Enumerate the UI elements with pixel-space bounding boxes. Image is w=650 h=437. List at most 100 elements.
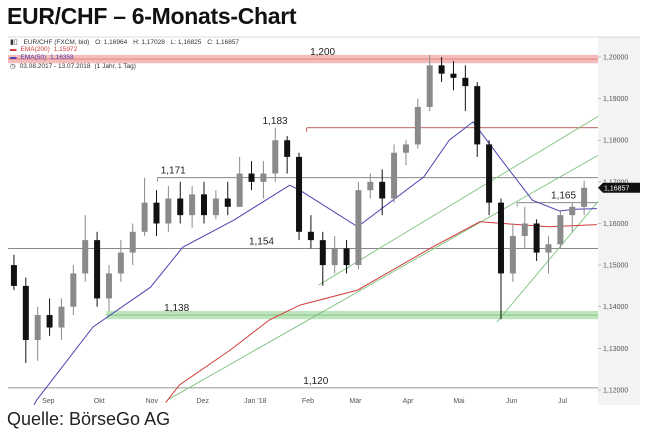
- candle: [117, 240, 124, 282]
- candle-body: [105, 273, 112, 299]
- level-label: 1,200: [310, 47, 335, 58]
- candle-body: [379, 181, 386, 199]
- legend-low: L: 1,16825: [170, 39, 202, 46]
- candle: [189, 186, 196, 228]
- candle-body: [296, 156, 303, 232]
- candle: [284, 136, 291, 174]
- candle: [272, 127, 279, 182]
- candle: [70, 265, 77, 316]
- candle: [141, 177, 148, 236]
- candle: [165, 186, 172, 232]
- candle: [379, 169, 386, 216]
- ema200-swatch-icon: ▬: [10, 46, 17, 53]
- candle: [224, 181, 231, 216]
- y-tick-label: 1,20000: [603, 55, 628, 62]
- candle-body: [450, 73, 457, 78]
- candle: [260, 161, 267, 199]
- chart-title: EUR/CHF – 6-Monats-Chart: [7, 3, 297, 29]
- candle: [94, 231, 101, 307]
- candle-body: [70, 273, 77, 307]
- candle-body: [319, 240, 326, 266]
- trendline: [318, 115, 598, 286]
- y-tick-label: 1,18000: [603, 138, 628, 145]
- last-price-tag: [598, 182, 640, 193]
- x-tick-label: Sep: [42, 398, 55, 405]
- candle-body: [438, 65, 445, 74]
- legend-open: O: 1,16964: [95, 39, 128, 46]
- x-tick-label: Feb: [302, 398, 314, 405]
- candle: [46, 298, 53, 336]
- candle: [426, 54, 433, 112]
- source-caption: Quelle: BörseGo AG: [7, 409, 171, 429]
- candle: [236, 156, 243, 207]
- candle: [367, 173, 374, 199]
- candle-body: [486, 144, 493, 203]
- candle-body: [569, 206, 576, 216]
- candle-body: [117, 252, 124, 274]
- candle: [331, 235, 338, 274]
- candle: [414, 98, 421, 149]
- x-tick-label: Nov: [146, 398, 159, 405]
- level-label: 1,171: [161, 166, 186, 177]
- legend-instrument: EUR/CHF (FXCM, bid): [23, 39, 90, 46]
- y-tick-label: 1,12000: [603, 387, 628, 394]
- candle: [486, 140, 493, 216]
- candle-body: [331, 248, 338, 266]
- candle-body: [307, 231, 314, 241]
- candle: [450, 61, 457, 91]
- candle-body: [509, 235, 516, 274]
- legend-ema200-label: EMA(200): [20, 46, 50, 53]
- candle: [201, 181, 208, 224]
- candle-body: [521, 223, 528, 236]
- ema200-line: [165, 221, 597, 403]
- y-tick-label: 1,13000: [603, 346, 628, 353]
- y-tick-label: 1,19000: [603, 96, 628, 103]
- candle: [248, 161, 255, 191]
- legend-high: H: 1,17028: [133, 39, 165, 46]
- x-tick-label: Apr: [403, 398, 415, 405]
- candle: [307, 215, 314, 249]
- legend-range-row: ◷ 03.08.2017 - 13.07.2018 (1 Jahr, 1 Tag): [10, 62, 140, 70]
- candle-body: [201, 194, 208, 216]
- candle-body: [343, 248, 350, 266]
- candle: [34, 306, 41, 361]
- candle-body: [581, 187, 588, 207]
- candle: [343, 240, 350, 274]
- candle-body: [545, 244, 552, 253]
- candle-body: [474, 86, 481, 145]
- candle: [474, 81, 481, 157]
- candle: [557, 210, 564, 249]
- candle-body: [10, 265, 17, 286]
- candle-body: [497, 202, 504, 274]
- candle: [391, 144, 398, 203]
- candle-body: [46, 315, 53, 328]
- x-tick-label: Dez: [197, 398, 210, 405]
- candle: [569, 202, 576, 232]
- candle-body: [58, 306, 65, 328]
- legend-close: C: 1,16857: [207, 39, 240, 46]
- candle: [581, 180, 588, 216]
- candle: [438, 57, 445, 82]
- candle: [177, 181, 184, 224]
- trendline: [496, 200, 598, 323]
- x-tick-label: Jan '18: [244, 398, 266, 405]
- candle: [509, 223, 516, 282]
- candle: [402, 140, 409, 166]
- legend-ema200-value: 1,15972: [53, 46, 78, 53]
- candle: [533, 219, 540, 261]
- legend-ema50-row: ▬ EMA(50) 1,16358: [10, 54, 78, 61]
- candle: [58, 298, 65, 341]
- candle: [462, 65, 469, 112]
- x-tick-label: Okt: [94, 398, 105, 405]
- ema50-swatch-icon: ▬: [10, 54, 17, 61]
- candle-body: [462, 77, 469, 87]
- candle-body: [355, 190, 362, 266]
- candle-body: [165, 198, 172, 224]
- candle-body: [22, 285, 29, 341]
- ema50-line: [33, 121, 597, 405]
- x-tick-label: Jul: [558, 398, 567, 405]
- candle-body: [260, 173, 267, 182]
- candle-body: [272, 140, 279, 174]
- candle-body: [236, 173, 243, 207]
- level-label: 1,183: [263, 116, 288, 127]
